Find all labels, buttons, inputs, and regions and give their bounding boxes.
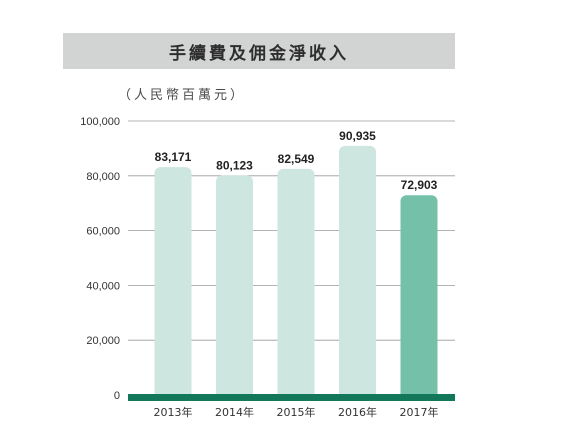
y-tick-label: 20,000: [86, 335, 120, 347]
data-label: 80,123: [216, 158, 253, 172]
y-tick-label: 60,000: [86, 226, 120, 238]
data-label: 90,935: [339, 129, 376, 143]
bar-2017年: [400, 195, 438, 401]
data-label: 83,171: [155, 150, 192, 164]
chart-title-band: 手續費及佣金淨收入: [63, 33, 455, 69]
x-axis-baseline: [128, 394, 455, 401]
x-tick-label: 2014年: [215, 405, 254, 419]
chart-title: 手續費及佣金淨收入: [169, 43, 349, 64]
y-tick-label: 0: [114, 390, 120, 402]
y-tick-label: 100,000: [80, 116, 120, 128]
bar-2014年: [216, 175, 253, 401]
x-tick-label: 2017年: [400, 405, 439, 419]
data-label: 82,549: [278, 152, 315, 166]
bar-2013年: [154, 167, 192, 401]
x-tick-label: 2015年: [277, 405, 316, 419]
y-tick-label: 80,000: [86, 171, 120, 183]
bar-2016年: [339, 145, 376, 401]
y-tick-label: 40,000: [86, 280, 120, 292]
x-tick-label: 2013年: [154, 405, 193, 419]
x-tick-label: 2016年: [338, 405, 377, 419]
unit-label: （人民幣百萬元）: [118, 88, 247, 103]
data-label: 72,903: [401, 178, 438, 192]
bar-2015年: [277, 168, 315, 401]
